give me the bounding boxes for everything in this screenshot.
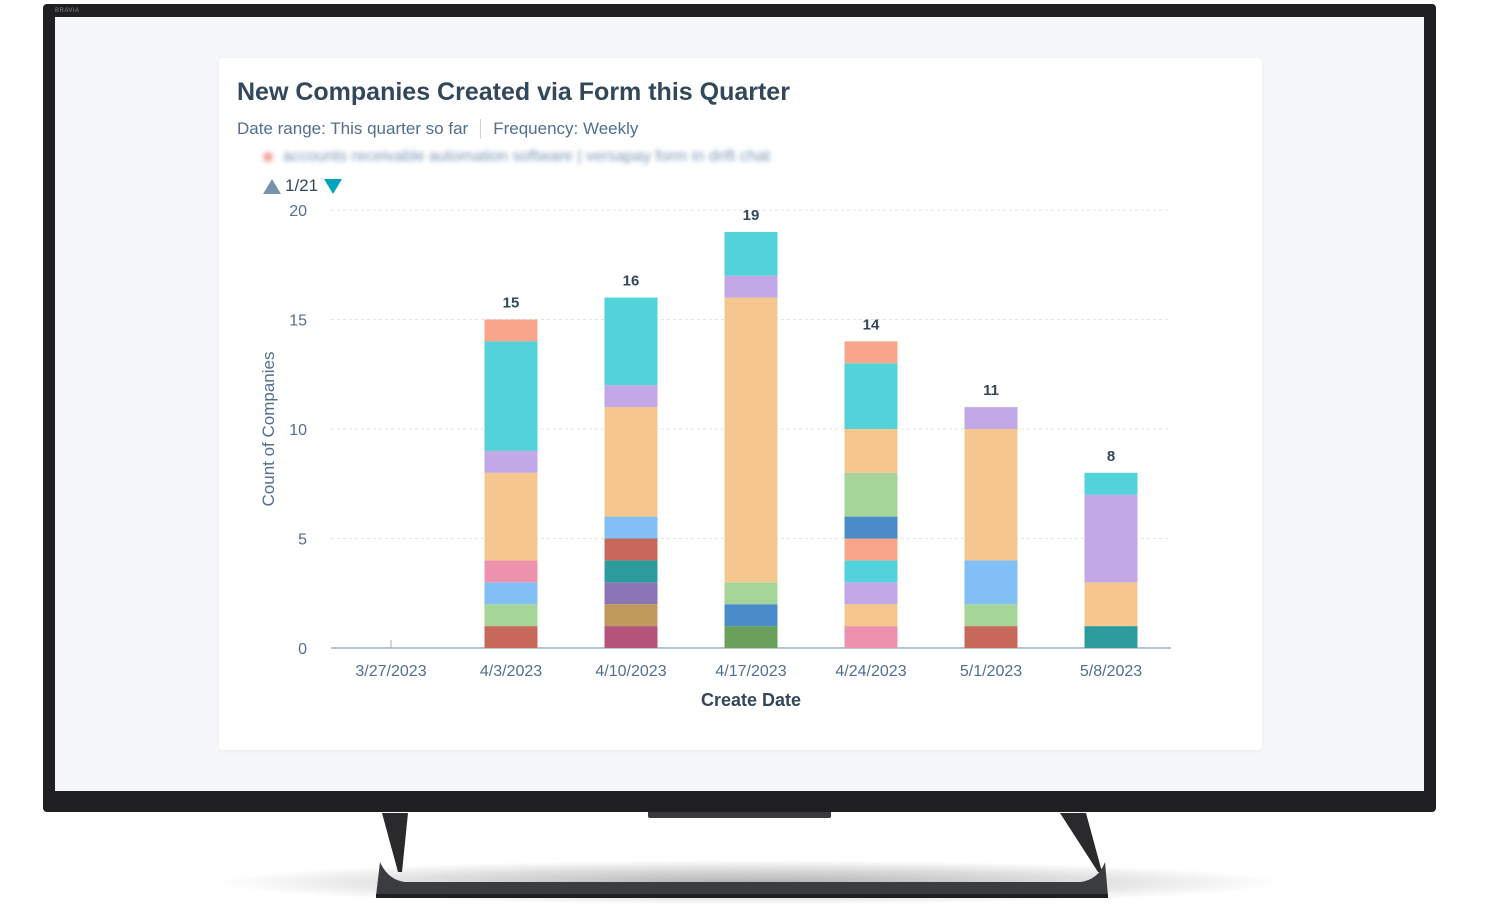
bar-segment: [964, 560, 1018, 605]
bar-segment: [604, 297, 658, 386]
bar-segment: [604, 385, 658, 408]
pager-up-icon[interactable]: [263, 178, 281, 194]
bar-segment: [844, 538, 898, 561]
bar-segment: [724, 231, 778, 276]
bar-segment: [484, 604, 538, 627]
bar-segment: [844, 429, 898, 473]
legend: accounts receivable automation software …: [263, 148, 770, 166]
bar-segment: [484, 450, 538, 473]
bar-segment: [484, 472, 538, 561]
bar-segment: [1084, 472, 1138, 495]
y-tick-label: 5: [298, 532, 307, 549]
bar-segment: [724, 275, 778, 298]
pager-text: 1/21: [285, 176, 319, 195]
bar-segment: [484, 560, 538, 583]
tv-brand-label: BRAVIA: [55, 8, 80, 14]
stacked-bar-chart: 0 5 10 15 20 Count of Companies Create Date 3/2…: [259, 203, 1171, 710]
bar-segment: [724, 582, 778, 605]
x-tick-label: 4/3/2023: [480, 663, 542, 680]
bar-segment: [724, 604, 778, 627]
bar-total-label: 11: [983, 382, 999, 399]
bar-segment: [604, 582, 658, 605]
bar-segment: [844, 363, 898, 429]
bar-segment: [964, 626, 1018, 648]
bar-segment: [604, 604, 658, 627]
bar-segment: [724, 626, 778, 648]
x-tick-label: 4/24/2023: [835, 663, 906, 680]
y-axis-label: Count of Companies: [259, 352, 278, 507]
bar-total-label: 15: [503, 295, 520, 312]
bar-segment: [844, 582, 898, 605]
legend-swatch: [263, 152, 273, 162]
tv-stand: [376, 813, 1108, 898]
bar-segment: [484, 319, 538, 342]
meta-separator: [480, 119, 482, 139]
bar-segment: [844, 560, 898, 583]
frequency-filter[interactable]: Frequency: Weekly: [493, 119, 639, 138]
x-tick-label: 5/8/2023: [1080, 663, 1142, 680]
report-title: New Companies Created via Form this Quar…: [237, 78, 790, 106]
report-card: New Companies Created via Form this Quar…: [219, 58, 1262, 750]
bar-segment: [484, 341, 538, 451]
tv-bottom-strip: [648, 812, 831, 818]
bar-segment: [724, 297, 778, 583]
legend-label[interactable]: accounts receivable automation software …: [283, 148, 771, 165]
report-meta: Date range: This quarter so far Frequenc…: [237, 119, 638, 139]
bar-segment: [604, 626, 658, 648]
bar-segment: [844, 626, 898, 648]
bar-segment: [604, 516, 658, 539]
y-tick-label: 10: [289, 422, 307, 439]
x-tick-label: 4/10/2023: [595, 663, 666, 680]
bar-segment: [964, 429, 1018, 561]
x-tick-label: 4/17/2023: [715, 663, 786, 680]
x-tick-label: 3/27/2023: [355, 663, 426, 680]
x-tick-label: 5/1/2023: [960, 663, 1022, 680]
bar-segment: [964, 604, 1018, 627]
legend-pager: 1/21: [263, 176, 343, 196]
y-tick-label: 20: [289, 203, 307, 220]
y-tick-label: 15: [289, 313, 307, 330]
bar-total-label: 14: [863, 316, 880, 333]
bar-segment: [604, 407, 658, 517]
bar-segment: [1084, 626, 1138, 648]
bar-segment: [844, 516, 898, 539]
bar-segment: [964, 407, 1018, 429]
bar-segment: [604, 560, 658, 583]
bar-segment: [484, 582, 538, 605]
bar-segment: [1084, 494, 1138, 583]
bar-segment: [844, 604, 898, 627]
date-range-filter[interactable]: Date range: This quarter so far: [237, 119, 469, 138]
bar-segment: [844, 472, 898, 517]
y-tick-label: 0: [298, 641, 307, 658]
bar-total-label: 16: [623, 273, 640, 290]
bar-total-label: 19: [743, 207, 760, 224]
pager-down-icon[interactable]: [324, 178, 343, 194]
x-axis-label: Create Date: [701, 690, 801, 710]
bar-segment: [604, 538, 658, 561]
bar-segment: [484, 626, 538, 648]
bar-segment: [844, 341, 898, 364]
bar-segment: [1084, 582, 1138, 627]
bar-total-label: 8: [1107, 448, 1115, 465]
